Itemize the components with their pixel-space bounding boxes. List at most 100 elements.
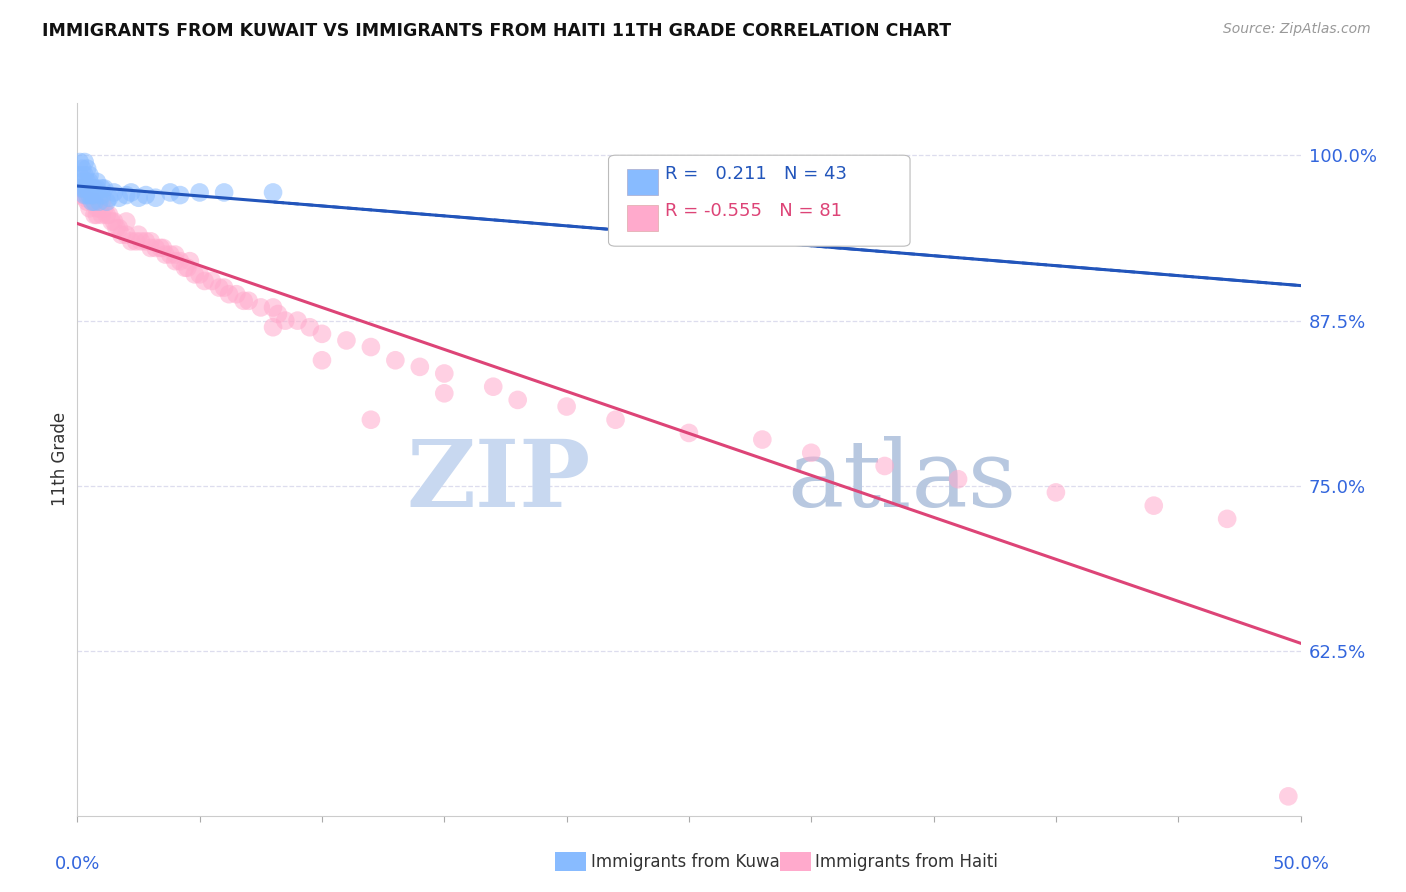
Point bbox=[93, 202, 115, 216]
Point bbox=[79, 188, 101, 202]
Point bbox=[873, 458, 896, 473]
Point bbox=[73, 191, 96, 205]
Point bbox=[83, 194, 105, 209]
Point bbox=[201, 274, 224, 288]
Point bbox=[83, 194, 105, 209]
Point bbox=[129, 235, 152, 249]
Point bbox=[149, 241, 172, 255]
Point bbox=[110, 227, 132, 242]
Point bbox=[1277, 789, 1299, 804]
Point bbox=[193, 274, 215, 288]
Text: Source: ZipAtlas.com: Source: ZipAtlas.com bbox=[1223, 22, 1371, 37]
Point bbox=[225, 287, 247, 301]
Point bbox=[555, 400, 578, 414]
Point bbox=[174, 260, 197, 275]
Point bbox=[145, 241, 167, 255]
Point bbox=[76, 181, 98, 195]
Point bbox=[311, 353, 333, 368]
Point bbox=[89, 202, 111, 216]
Point bbox=[79, 181, 101, 195]
Point bbox=[946, 472, 969, 486]
Point bbox=[267, 307, 290, 321]
Point bbox=[238, 293, 260, 308]
Point bbox=[108, 221, 131, 235]
Text: Immigrants from Haiti: Immigrants from Haiti bbox=[815, 853, 998, 871]
Point bbox=[69, 168, 91, 182]
Point bbox=[1216, 512, 1239, 526]
Point bbox=[96, 194, 118, 209]
Point bbox=[86, 175, 108, 189]
Point bbox=[89, 194, 111, 209]
Point bbox=[125, 235, 148, 249]
Point bbox=[79, 188, 101, 202]
Point bbox=[128, 227, 150, 242]
Text: R = -0.555   N = 81: R = -0.555 N = 81 bbox=[665, 202, 842, 219]
Text: 50.0%: 50.0% bbox=[1272, 855, 1329, 872]
Point bbox=[70, 188, 93, 202]
Point bbox=[139, 235, 162, 249]
Point bbox=[79, 175, 101, 189]
Point bbox=[433, 367, 456, 381]
Point bbox=[232, 293, 254, 308]
Point bbox=[128, 191, 150, 205]
Point bbox=[90, 181, 112, 195]
Point bbox=[287, 313, 309, 327]
Point bbox=[169, 254, 191, 268]
Point bbox=[70, 175, 93, 189]
Point bbox=[135, 235, 157, 249]
Point bbox=[274, 313, 297, 327]
Point bbox=[409, 359, 432, 374]
Point bbox=[103, 186, 125, 200]
Point bbox=[384, 353, 406, 368]
Point bbox=[73, 168, 96, 182]
Point bbox=[262, 186, 284, 200]
Point bbox=[73, 188, 96, 202]
Point bbox=[145, 191, 167, 205]
Point bbox=[506, 392, 529, 407]
Point bbox=[169, 188, 191, 202]
Point bbox=[76, 161, 98, 176]
Point bbox=[100, 214, 122, 228]
Point bbox=[218, 287, 240, 301]
Point bbox=[135, 188, 157, 202]
Text: Immigrants from Kuwait: Immigrants from Kuwait bbox=[591, 853, 790, 871]
Point bbox=[90, 188, 112, 202]
Point bbox=[176, 260, 198, 275]
Point bbox=[115, 188, 138, 202]
Point bbox=[86, 208, 108, 222]
Point bbox=[79, 168, 101, 182]
Point bbox=[800, 446, 823, 460]
Point bbox=[159, 186, 181, 200]
Point bbox=[73, 181, 96, 195]
Point bbox=[179, 254, 201, 268]
Point bbox=[96, 208, 118, 222]
Point bbox=[152, 241, 174, 255]
Point bbox=[212, 280, 235, 294]
Point bbox=[76, 194, 98, 209]
Point bbox=[120, 235, 142, 249]
Point bbox=[80, 194, 103, 209]
Point bbox=[76, 188, 98, 202]
Point bbox=[751, 433, 773, 447]
Point bbox=[108, 191, 131, 205]
Point bbox=[98, 208, 121, 222]
Point bbox=[120, 186, 142, 200]
Point bbox=[250, 301, 273, 315]
Point bbox=[605, 413, 627, 427]
Point bbox=[79, 202, 101, 216]
Point bbox=[678, 425, 700, 440]
Point bbox=[212, 186, 235, 200]
Point bbox=[1143, 499, 1166, 513]
Point bbox=[335, 334, 357, 348]
Point bbox=[482, 380, 505, 394]
Point bbox=[188, 186, 211, 200]
Point bbox=[262, 320, 284, 334]
Point bbox=[80, 188, 103, 202]
Point bbox=[76, 175, 98, 189]
Point bbox=[165, 247, 187, 261]
Point bbox=[93, 181, 115, 195]
Point bbox=[298, 320, 321, 334]
Point bbox=[83, 181, 105, 195]
Point bbox=[105, 221, 128, 235]
Point bbox=[69, 181, 91, 195]
